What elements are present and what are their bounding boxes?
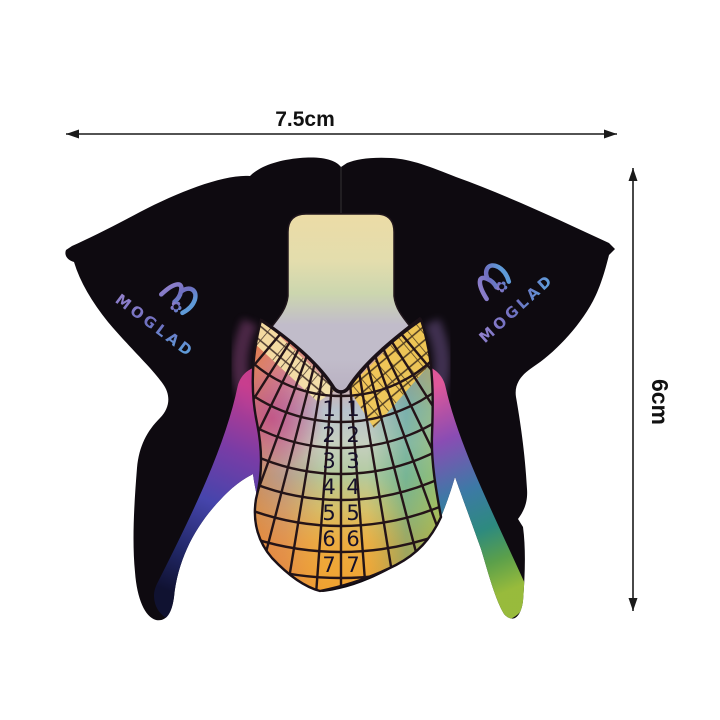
- arrow-left-icon: [66, 129, 79, 139]
- arrow-up-icon: [628, 168, 638, 181]
- grid-number: 3: [346, 449, 359, 473]
- grid-number: 2: [322, 423, 335, 447]
- grid-number: 2: [346, 423, 359, 447]
- grid-number: 3: [322, 449, 335, 473]
- grid-number: 1: [322, 397, 335, 421]
- width-label: 7.5cm: [275, 108, 335, 131]
- brand-mark-icon: ✿: [477, 263, 515, 302]
- printed-form-area: 1 1 2 2 3 3 4 4 5 5 6 6 7 7: [251, 316, 443, 593]
- left-hatch-pattern: [252, 320, 336, 402]
- grid-number: 6: [322, 527, 335, 551]
- height-dimension: 6cm: [628, 168, 673, 611]
- arrow-down-icon: [628, 598, 638, 611]
- right-hatch-pattern: [348, 320, 441, 428]
- height-label: 6cm: [647, 379, 673, 425]
- grid-number: 5: [322, 501, 335, 525]
- grid-number: 6: [346, 527, 359, 551]
- grid-number: 4: [346, 475, 359, 499]
- width-dimension: 7.5cm: [66, 108, 617, 139]
- size-numbers: 1 1 2 2 3 3 4 4 5 5 6 6 7 7: [322, 397, 359, 577]
- grid-number: 1: [346, 397, 359, 421]
- grid-number: 7: [346, 553, 359, 577]
- brand-mark-icon: ✿: [159, 282, 198, 320]
- grid-number: 4: [322, 475, 335, 499]
- grid-number: 5: [346, 501, 359, 525]
- sidewall-hatch-areas: [252, 320, 441, 428]
- grid-number: 7: [322, 553, 335, 577]
- form-grid-lines: [252, 320, 441, 591]
- arrow-right-icon: [604, 129, 617, 139]
